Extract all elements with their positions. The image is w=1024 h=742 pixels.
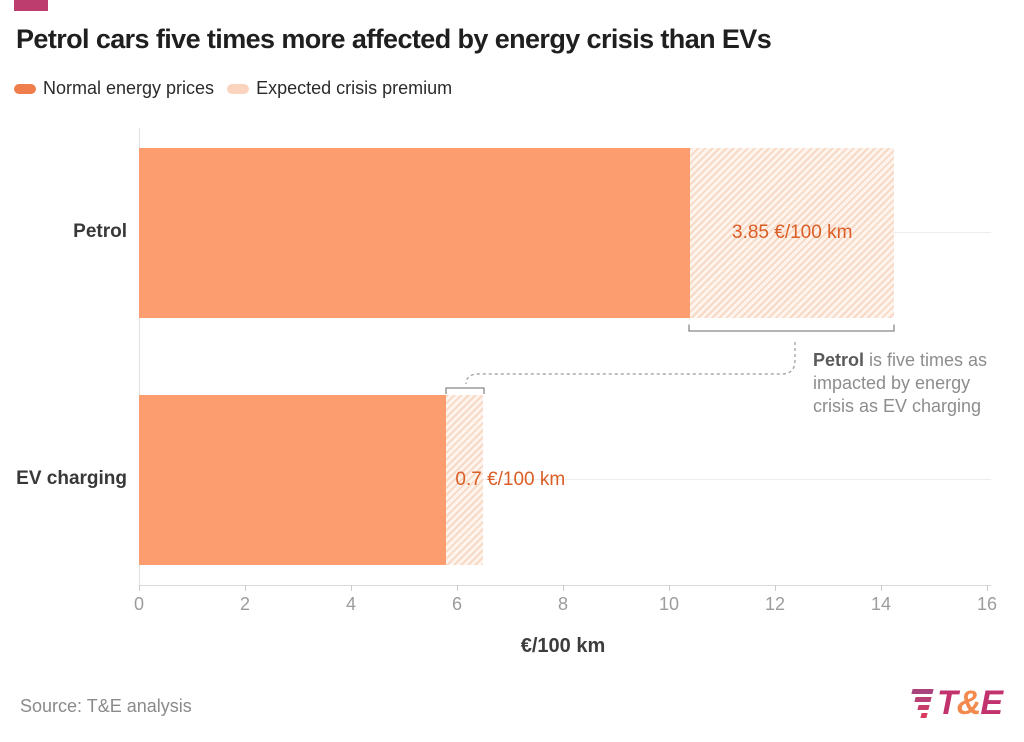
x-tick-mark <box>987 585 988 591</box>
bar-petrol-premium: 3.85 €/100 km <box>690 148 895 318</box>
x-tick-mark <box>775 585 776 591</box>
value-label-petrol: 3.85 €/100 km <box>732 222 853 243</box>
chart-title: Petrol cars five times more affected by … <box>16 24 772 54</box>
source-text: Source: T&E analysis <box>20 696 192 716</box>
bar-ev-normal <box>139 395 447 565</box>
bar-row-ev: 0.7 €/100 km <box>139 395 987 565</box>
brand-accent-rect <box>14 0 48 11</box>
x-tick-mark <box>669 585 670 591</box>
x-tick-label: 2 <box>239 594 251 614</box>
plot-area: 3.85 €/100 km 0.7 €/100 km <box>139 128 987 585</box>
x-tick-mark <box>351 585 352 591</box>
bar-row-petrol: 3.85 €/100 km <box>139 148 987 318</box>
gridline-ev <box>139 479 991 480</box>
x-tick-mark <box>139 585 140 591</box>
te-logo-text: T&E <box>936 684 1003 722</box>
x-axis-line <box>139 585 991 586</box>
x-tick-mark <box>457 585 458 591</box>
te-logo-stripes-icon <box>905 688 934 718</box>
legend-label-premium: Expected crisis premium <box>256 78 453 98</box>
x-tick-label: 16 <box>976 594 998 614</box>
category-label-ev: EV charging <box>16 468 127 489</box>
legend-item-premium: Expected crisis premium <box>227 78 452 99</box>
bar-ev-premium <box>446 395 484 565</box>
legend-swatch-normal <box>14 83 36 94</box>
x-tick-label: 14 <box>870 594 892 614</box>
legend-label-normal: Normal energy prices <box>43 78 215 98</box>
legend: Normal energy prices Expected crisis pre… <box>14 78 452 99</box>
x-tick-mark <box>245 585 246 591</box>
te-logo: T&E <box>909 684 1003 722</box>
legend-item-normal: Normal energy prices <box>14 78 214 99</box>
x-tick-label: 8 <box>557 594 569 614</box>
x-tick-mark <box>881 585 882 591</box>
y-axis-line <box>139 128 140 585</box>
x-axis: 0 2 4 6 8 10 12 14 16 <box>134 585 997 625</box>
x-tick-label: 6 <box>451 594 463 614</box>
value-label-ev: 0.7 €/100 km <box>455 469 566 490</box>
bar-petrol-normal <box>139 148 691 318</box>
annotation-rest: is five times as impacted by energy cris… <box>813 350 988 416</box>
x-tick-label: 0 <box>133 594 145 614</box>
legend-swatch-premium <box>227 83 250 94</box>
category-label-petrol: Petrol <box>73 221 127 242</box>
x-axis-title: €/100 km <box>520 635 606 657</box>
x-tick-mark <box>563 585 564 591</box>
x-tick-label: 4 <box>345 594 357 614</box>
annotation-bold: Petrol <box>813 350 865 370</box>
annotation-text: Petrol is five times as impacted by ener… <box>813 349 989 418</box>
x-tick-label: 12 <box>764 594 786 614</box>
x-tick-label: 10 <box>658 594 680 614</box>
